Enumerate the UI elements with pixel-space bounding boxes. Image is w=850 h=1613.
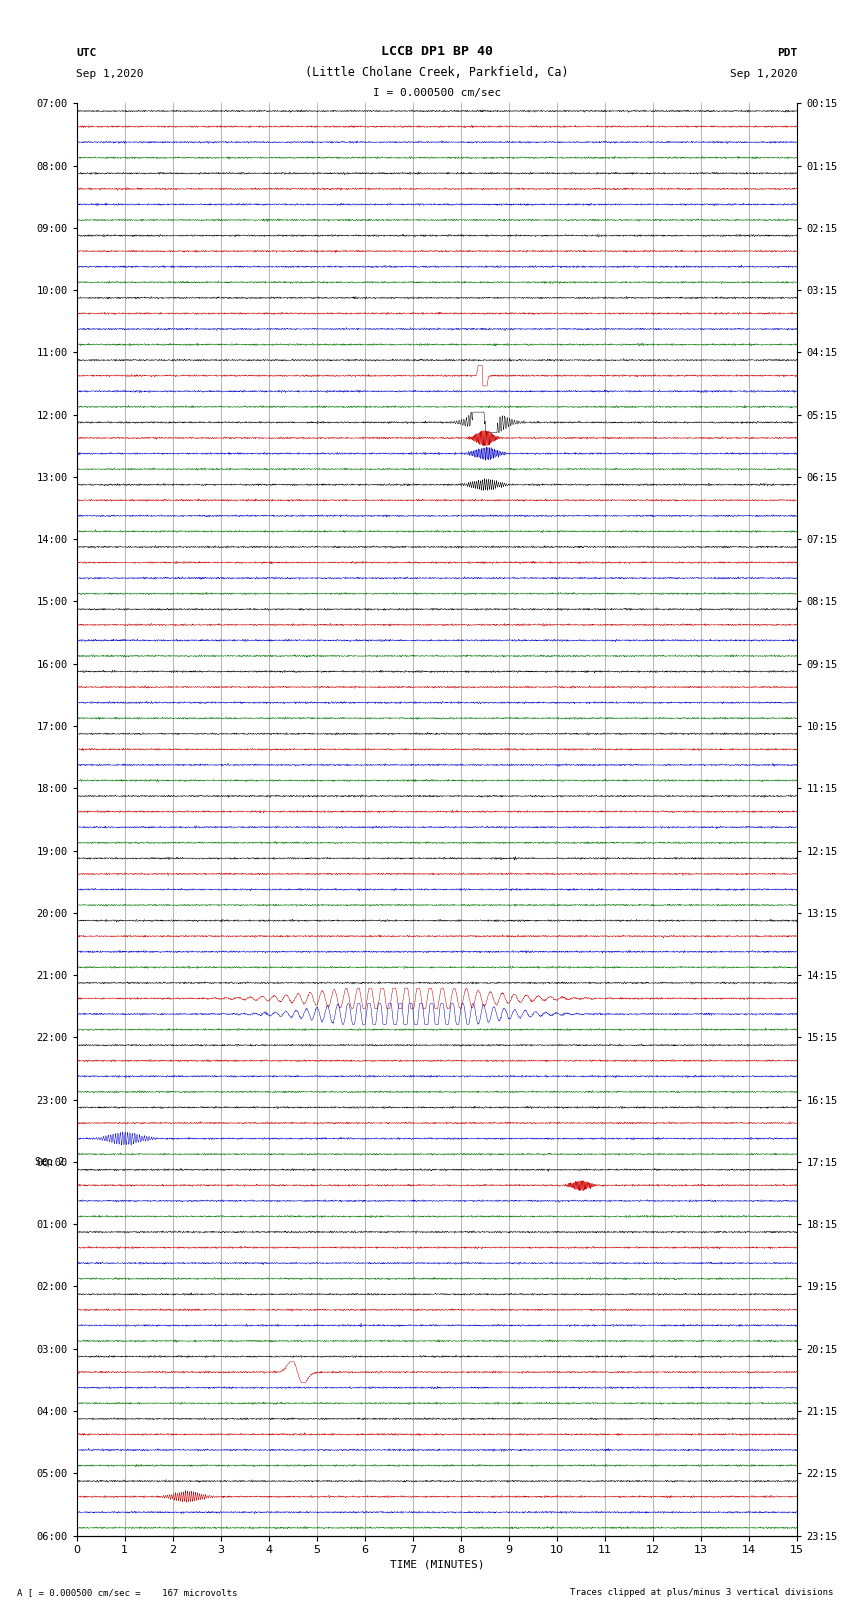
Text: UTC: UTC: [76, 48, 97, 58]
Text: PDT: PDT: [777, 48, 797, 58]
Text: Sep 1,2020: Sep 1,2020: [730, 69, 797, 79]
Text: Traces clipped at plus/minus 3 vertical divisions: Traces clipped at plus/minus 3 vertical …: [570, 1587, 833, 1597]
Text: LCCB DP1 BP 40: LCCB DP1 BP 40: [381, 45, 493, 58]
Text: Sep 2: Sep 2: [35, 1157, 65, 1166]
Text: I = 0.000500 cm/sec: I = 0.000500 cm/sec: [373, 89, 501, 98]
Text: Sep 1,2020: Sep 1,2020: [76, 69, 144, 79]
X-axis label: TIME (MINUTES): TIME (MINUTES): [389, 1560, 484, 1569]
Text: A [ = 0.000500 cm/sec =    167 microvolts: A [ = 0.000500 cm/sec = 167 microvolts: [17, 1587, 237, 1597]
Text: (Little Cholane Creek, Parkfield, Ca): (Little Cholane Creek, Parkfield, Ca): [305, 66, 569, 79]
